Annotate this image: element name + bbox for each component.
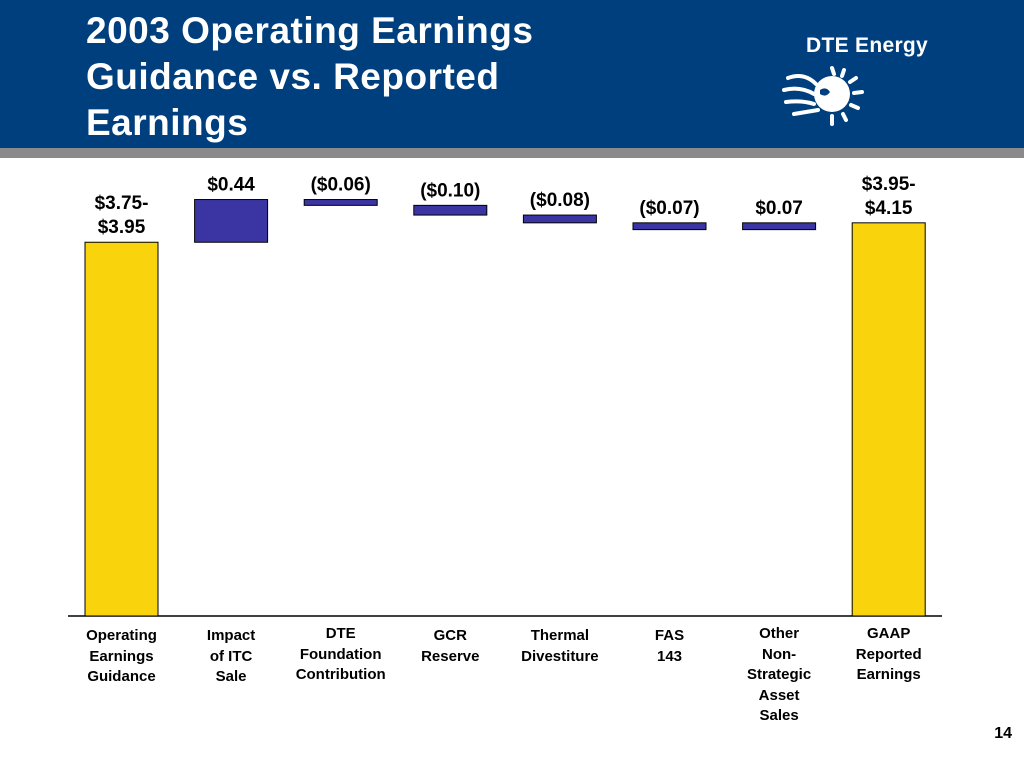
category-label-other-non-strategic-asset-sales: Other Non- Strategic Asset Sales: [746, 625, 812, 724]
dte-logo-icon: [782, 66, 864, 126]
category-label-gcr-reserve: GCR Reserve: [421, 627, 480, 665]
page-title-line-3: Earnings: [86, 102, 249, 143]
data-label-other-non-strategic-asset-sales: $0.07: [755, 198, 803, 219]
page-title-line-2: Guidance vs. Reported: [86, 56, 500, 97]
data-label-dte-foundation-contribution: ($0.06): [311, 175, 371, 196]
bar-thermal-divestiture: [522, 214, 597, 224]
logo-wordmark: DTE Energy: [806, 34, 929, 57]
category-label-operating-earnings-guidance: Operating Earnings Guidance: [86, 627, 157, 685]
category-label-impact-of-itc-sale: Impact of ITC Sale: [206, 627, 256, 685]
bar-gaap-reported-earnings: [851, 222, 926, 617]
bar-fas-143: [632, 222, 707, 231]
data-label-gaap-reported-earnings: $3.95-$4.15: [862, 174, 916, 219]
bar-impact-of-itc-sale: [194, 199, 269, 243]
data-label-gcr-reserve: ($0.10): [420, 180, 480, 201]
data-label-fas-143: ($0.07): [639, 198, 699, 219]
category-label-thermal-divestiture: Thermal Divestiture: [521, 627, 599, 665]
category-label-gaap-reported-earnings: GAAP Reported Earnings: [855, 625, 922, 683]
page-title-line-1: 2003 Operating Earnings: [86, 10, 534, 51]
header-rule: [0, 148, 1024, 158]
page-number: 14: [994, 725, 1012, 742]
bar-operating-earnings-guidance: [84, 241, 159, 617]
category-label-fas-143: FAS 143: [654, 627, 685, 665]
page-title: 2003 Operating Earnings Guidance vs. Rep…: [86, 8, 726, 146]
bar-dte-foundation-contribution: [303, 199, 378, 206]
category-label-dte-foundation-contribution: DTE Foundation Contribution: [295, 625, 386, 683]
bar-gcr-reserve: [413, 204, 488, 216]
header-band: 2003 Operating Earnings Guidance vs. Rep…: [0, 0, 1024, 148]
data-label-thermal-divestiture: ($0.08): [530, 190, 590, 211]
bar-other-non-strategic-asset-sales: [742, 222, 817, 231]
data-label-impact-of-itc-sale: $0.44: [207, 175, 255, 196]
data-label-operating-earnings-guidance: $3.75-$3.95: [95, 193, 149, 238]
